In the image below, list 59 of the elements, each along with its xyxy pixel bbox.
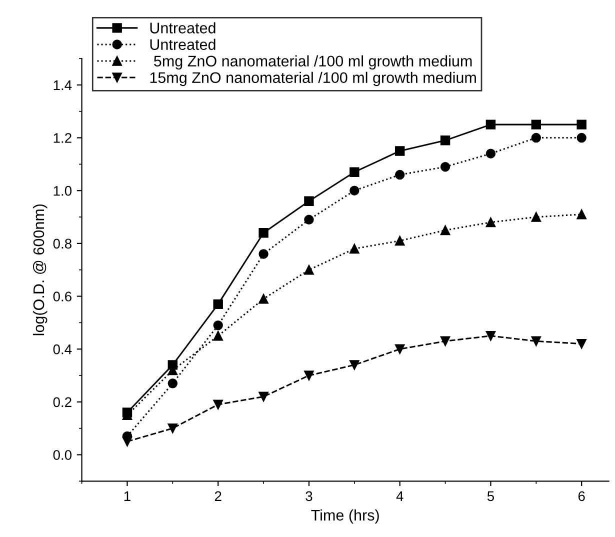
point (258, 392, 268, 402)
point (486, 120, 496, 130)
point (213, 331, 223, 341)
x-tick-label: 4 (396, 491, 404, 501)
point (531, 212, 542, 222)
point (394, 344, 405, 354)
legend-label: 15mg ZnO nanomaterial /100 ml growth medium (150, 72, 476, 86)
x-tick-label: 5 (487, 491, 494, 502)
x-tick-label: 2 (214, 491, 222, 501)
point (486, 217, 496, 228)
x-tick-label: 3 (306, 491, 312, 502)
point (486, 331, 496, 341)
y-tick-label: 0.6 (53, 292, 72, 302)
point (576, 120, 586, 130)
point (168, 378, 178, 388)
y-tick-label: 1.0 (54, 186, 72, 196)
point (394, 170, 405, 180)
point (440, 162, 450, 172)
y-tick-label: 0.0 (53, 450, 72, 460)
point (304, 214, 314, 225)
point (350, 186, 360, 196)
point (258, 228, 268, 238)
point (304, 196, 314, 206)
x-tick-label: 1 (124, 491, 130, 501)
y-axis-title: log(O.D. @ 600nm) (32, 204, 48, 336)
point (213, 400, 223, 410)
point (350, 244, 360, 254)
point (304, 264, 314, 275)
y-tick-label: 1.2 (54, 133, 72, 143)
legend-label: Untreated (150, 22, 216, 34)
legend-label: Untreated (150, 38, 216, 50)
y-tick-label: 0.2 (53, 397, 72, 408)
point (576, 210, 586, 220)
point (304, 370, 314, 380)
x-tick-label: 6 (578, 491, 585, 502)
point (258, 249, 268, 259)
point (258, 294, 268, 304)
point (213, 320, 223, 330)
point (122, 436, 132, 446)
point (394, 236, 405, 246)
point (576, 132, 586, 143)
point (168, 423, 178, 434)
legend-label: 5mg ZnO nanomaterial /100 ml growth medium (154, 55, 472, 70)
point (213, 299, 223, 310)
point (440, 136, 450, 146)
point (440, 225, 450, 236)
point (394, 146, 405, 156)
point (350, 167, 360, 177)
x-axis-title: Time (hrs) (311, 509, 379, 524)
y-tick-label: 1.4 (54, 80, 72, 90)
point (576, 338, 586, 349)
point (531, 132, 542, 143)
point (350, 360, 360, 370)
y-tick-label: 0.4 (53, 344, 72, 354)
point (531, 336, 542, 346)
y-tick-label: 0.8 (53, 238, 72, 249)
point (486, 148, 496, 158)
point (440, 336, 450, 346)
point (531, 120, 542, 130)
